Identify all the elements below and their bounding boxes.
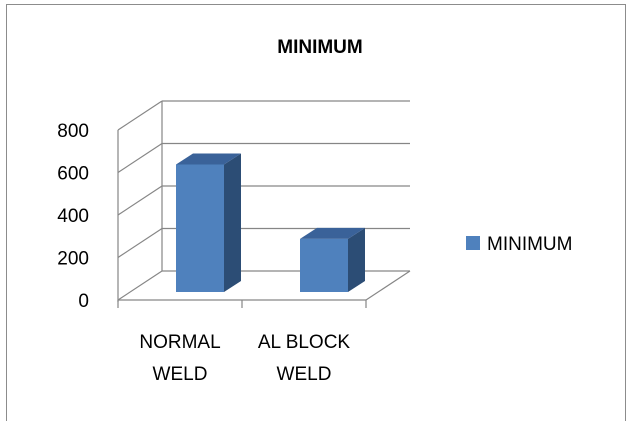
y-tick-label: 600 xyxy=(57,164,89,185)
bar-top-face xyxy=(300,227,365,239)
chart-axes xyxy=(117,101,411,308)
gridline-diagonal xyxy=(117,227,163,259)
bar xyxy=(176,153,241,292)
x-tick-label: WELD xyxy=(277,364,332,385)
y-tick-label: 0 xyxy=(78,291,89,312)
x-tick-label: AL BLOCK xyxy=(258,332,351,353)
bar-front-face xyxy=(300,238,348,292)
legend: MINIMUM xyxy=(466,234,572,255)
gridline-diagonal xyxy=(117,270,163,301)
legend-swatch xyxy=(466,236,480,250)
bar-side-face xyxy=(348,227,365,292)
y-axis-tick-labels: 0 200 400 600 800 xyxy=(57,121,89,312)
x-tick-label: NORMAL xyxy=(139,332,220,353)
x-axis-tick-labels: NORMAL WELD AL BLOCK WELD xyxy=(139,332,350,385)
chart-frame xyxy=(6,4,626,421)
y-tick-label: 200 xyxy=(57,249,89,270)
chart-bars xyxy=(176,153,365,292)
bar-front-face xyxy=(176,164,224,292)
bar xyxy=(300,227,365,292)
floor-right-edge xyxy=(365,270,411,301)
bar-side-face xyxy=(224,153,241,292)
y-tick-label: 400 xyxy=(57,206,89,227)
gridline-diagonal xyxy=(117,185,163,216)
chart-gridlines xyxy=(117,100,410,301)
y-tick-label: 800 xyxy=(57,121,89,142)
x-tick-label: WELD xyxy=(153,364,208,385)
chart-title: MINIMUM xyxy=(277,37,362,58)
bar-top-face xyxy=(176,153,241,165)
legend-label: MINIMUM xyxy=(487,234,572,255)
gridline-diagonal xyxy=(117,142,163,174)
gridline-diagonal xyxy=(117,100,163,131)
